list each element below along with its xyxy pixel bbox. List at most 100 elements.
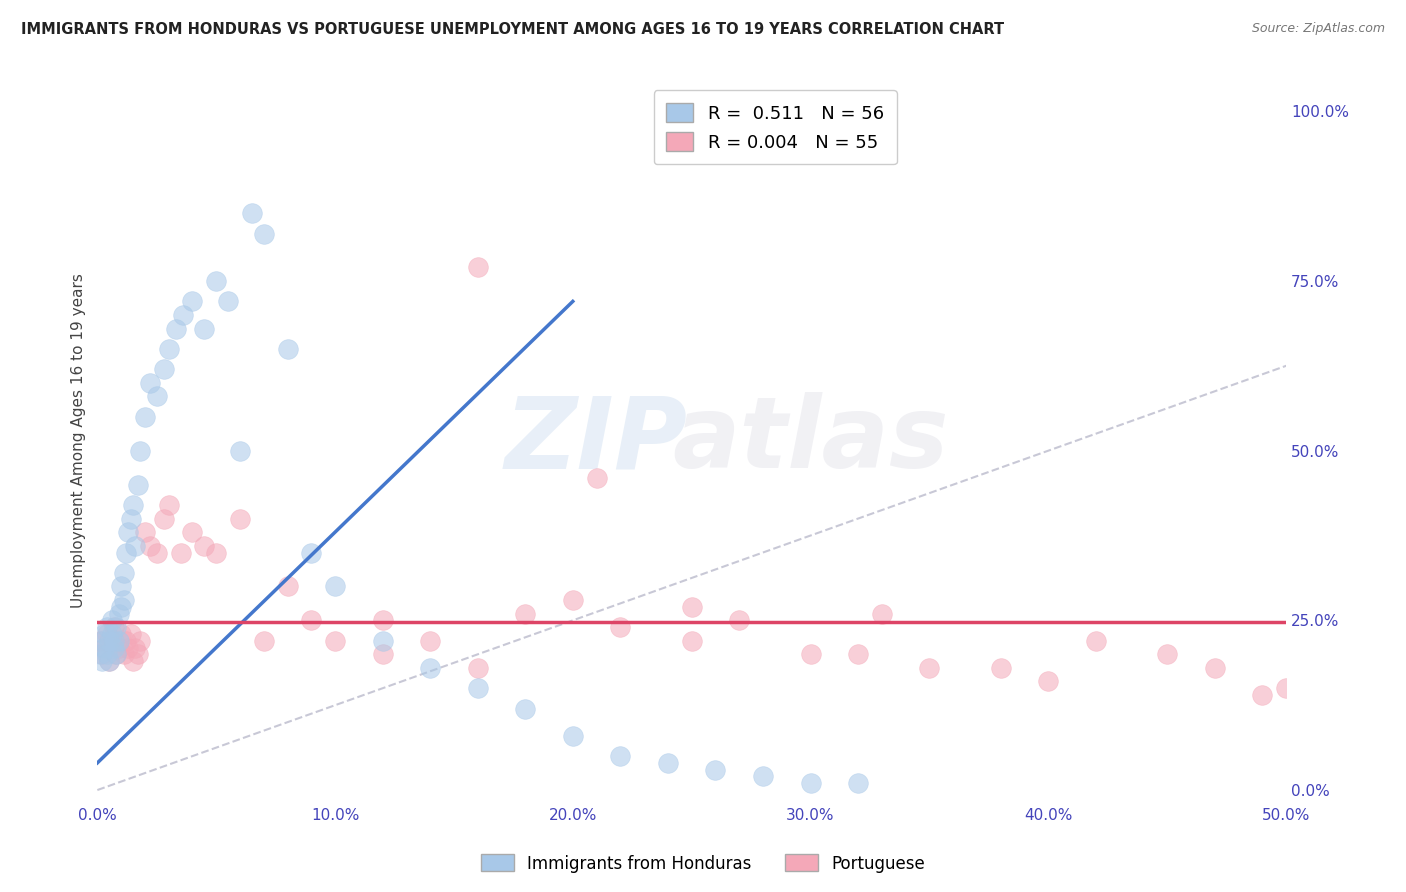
Point: [96, 627, 118, 641]
Point: [181, 525, 204, 540]
Legend: Immigrants from Honduras, Portuguese: Immigrants from Honduras, Portuguese: [474, 847, 932, 880]
Point: [127, 477, 149, 491]
Point: [112, 593, 135, 607]
Point: [117, 640, 139, 655]
Point: [112, 648, 135, 662]
Point: [165, 321, 187, 335]
Point: [157, 342, 180, 356]
Point: [229, 511, 252, 525]
Point: [371, 648, 394, 662]
Point: [110, 599, 132, 614]
Point: [561, 729, 583, 743]
Point: [124, 539, 146, 553]
Point: [138, 376, 160, 390]
Point: [728, 613, 751, 627]
Point: [585, 471, 607, 485]
Point: [124, 640, 146, 655]
Point: [193, 321, 215, 335]
Point: [107, 640, 129, 655]
Point: [323, 579, 346, 593]
Point: [205, 545, 228, 559]
Point: [240, 206, 263, 220]
Point: [799, 648, 821, 662]
Point: [205, 274, 228, 288]
Point: [127, 648, 149, 662]
Point: [1084, 633, 1107, 648]
Point: [96, 648, 118, 662]
Point: [91, 654, 114, 668]
Legend: R =  0.511   N = 56, R = 0.004   N = 55: R = 0.511 N = 56, R = 0.004 N = 55: [654, 90, 897, 164]
Point: [918, 661, 941, 675]
Point: [846, 648, 869, 662]
Point: [467, 661, 489, 675]
Point: [799, 776, 821, 790]
Point: [98, 654, 121, 668]
Point: [1251, 688, 1274, 702]
Text: Source: ZipAtlas.com: Source: ZipAtlas.com: [1251, 22, 1385, 36]
Point: [371, 613, 394, 627]
Point: [100, 627, 122, 641]
Point: [609, 620, 631, 634]
Point: [467, 260, 489, 275]
Point: [129, 443, 152, 458]
Point: [96, 620, 118, 634]
Point: [169, 545, 191, 559]
Text: IMMIGRANTS FROM HONDURAS VS PORTUGUESE UNEMPLOYMENT AMONG AGES 16 TO 19 YEARS CO: IMMIGRANTS FROM HONDURAS VS PORTUGUESE U…: [21, 22, 1004, 37]
Point: [657, 756, 679, 770]
Point: [89, 633, 111, 648]
Point: [419, 633, 441, 648]
Point: [122, 654, 145, 668]
Point: [98, 654, 121, 668]
Point: [153, 511, 176, 525]
Point: [115, 633, 138, 648]
Point: [146, 389, 169, 403]
Point: [181, 294, 204, 309]
Point: [1156, 648, 1178, 662]
Point: [129, 633, 152, 648]
Point: [172, 308, 194, 322]
Point: [704, 763, 727, 777]
Point: [107, 607, 129, 621]
Point: [93, 640, 115, 655]
Point: [253, 227, 276, 241]
Point: [98, 633, 121, 648]
Point: [89, 648, 111, 662]
Point: [93, 627, 115, 641]
Point: [515, 607, 537, 621]
Text: ZIP: ZIP: [505, 392, 688, 489]
Point: [110, 627, 132, 641]
Point: [103, 640, 125, 655]
Point: [419, 661, 441, 675]
Point: [117, 525, 139, 540]
Point: [467, 681, 489, 696]
Text: atlas: atlas: [672, 392, 949, 489]
Point: [93, 640, 115, 655]
Y-axis label: Unemployment Among Ages 16 to 19 years: Unemployment Among Ages 16 to 19 years: [72, 273, 86, 608]
Point: [103, 633, 125, 648]
Point: [253, 633, 276, 648]
Point: [681, 633, 703, 648]
Point: [134, 409, 156, 424]
Point: [107, 633, 129, 648]
Point: [105, 620, 128, 634]
Point: [153, 362, 176, 376]
Point: [100, 613, 122, 627]
Point: [115, 545, 138, 559]
Point: [193, 539, 215, 553]
Point: [105, 648, 128, 662]
Point: [217, 294, 239, 309]
Point: [277, 342, 299, 356]
Point: [146, 545, 169, 559]
Point: [229, 443, 252, 458]
Point: [681, 599, 703, 614]
Point: [110, 579, 132, 593]
Point: [100, 633, 122, 648]
Point: [1038, 674, 1060, 689]
Point: [1204, 661, 1226, 675]
Point: [515, 701, 537, 715]
Point: [103, 620, 125, 634]
Point: [870, 607, 893, 621]
Point: [120, 511, 142, 525]
Point: [105, 648, 128, 662]
Point: [299, 545, 322, 559]
